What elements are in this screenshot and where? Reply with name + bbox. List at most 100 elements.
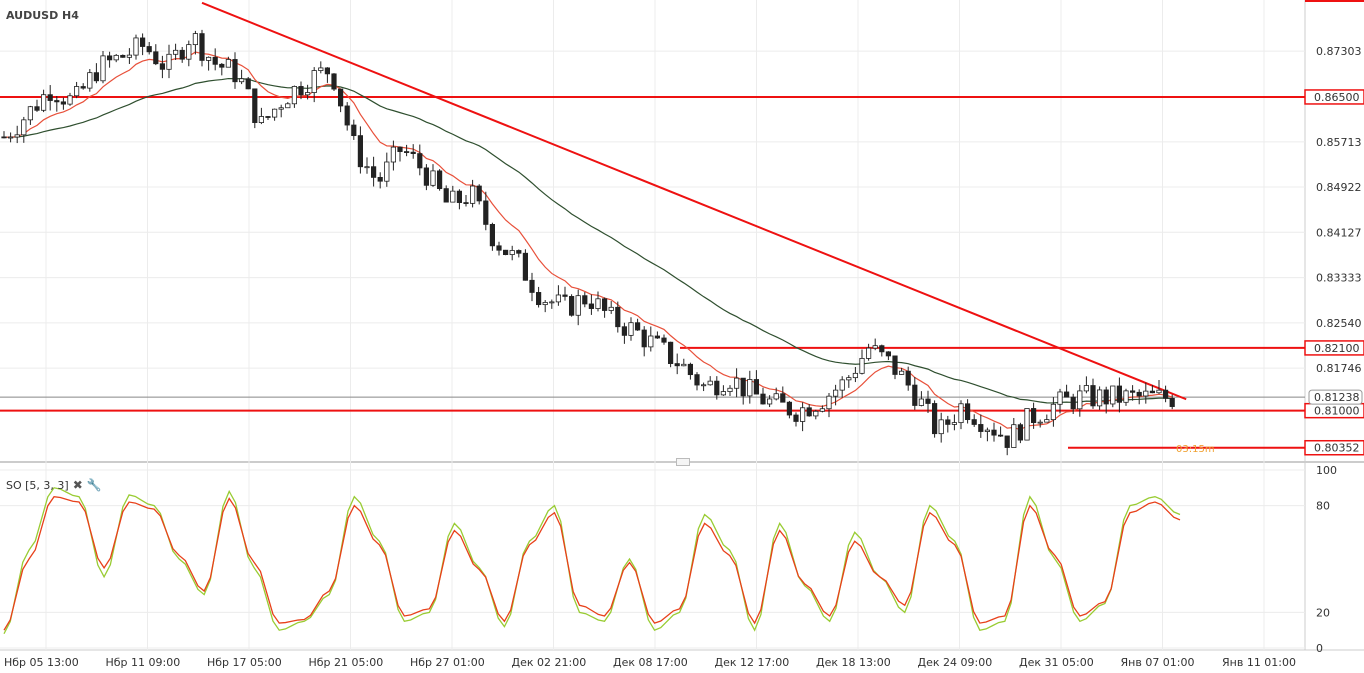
candle-body	[1070, 396, 1076, 410]
y-tick-label: 0.85713	[1316, 136, 1362, 149]
candle-body	[588, 303, 595, 309]
candle-body	[311, 70, 317, 93]
close-icon[interactable]: ✖	[72, 478, 83, 492]
candle-body	[271, 108, 278, 118]
candle-body	[436, 170, 443, 190]
osc-y-tick-label: 20	[1316, 606, 1330, 619]
candle-body	[1037, 421, 1043, 424]
candle-body	[516, 250, 522, 254]
candle-body	[344, 105, 350, 126]
candle-body	[139, 37, 146, 47]
candle-body	[199, 33, 205, 61]
candle-body	[463, 202, 469, 204]
candle-body	[1163, 389, 1169, 399]
y-tick-label: 0.82540	[1316, 317, 1362, 330]
candle-body	[1044, 419, 1050, 423]
candle-body	[1116, 385, 1122, 403]
candle-body	[872, 345, 878, 349]
candle-body	[133, 37, 139, 56]
candle-body	[522, 252, 529, 281]
candle-body	[753, 379, 760, 395]
candle-body	[430, 170, 436, 186]
candle-body	[575, 295, 581, 316]
current-price-box	[1308, 389, 1363, 405]
candle-body	[469, 185, 476, 204]
candle-body	[1103, 389, 1109, 405]
candle-body	[93, 72, 99, 82]
candle-body	[826, 395, 832, 410]
candle-body	[734, 377, 740, 389]
candle-body	[80, 86, 86, 89]
candle-body	[1097, 389, 1103, 407]
level-label: 0.82100	[1314, 342, 1360, 355]
candle-body	[701, 384, 707, 387]
candle-body	[687, 363, 694, 376]
candle-body	[780, 393, 786, 403]
candle-body	[60, 101, 67, 105]
candle-body	[1064, 391, 1070, 398]
candle-body	[628, 322, 634, 336]
x-tick-label: Дек 08 17:00	[613, 656, 688, 669]
candle-body	[1169, 397, 1175, 407]
candle-body	[1050, 403, 1056, 421]
candle-body	[971, 419, 977, 425]
candle-body	[965, 403, 971, 421]
candle-body	[179, 49, 185, 60]
candle-body	[1143, 390, 1149, 397]
candle-body	[1136, 391, 1142, 397]
osc-y-tick-label: 100	[1316, 464, 1337, 477]
candle-body	[21, 119, 27, 136]
candle-body	[879, 345, 885, 353]
candle-body	[245, 78, 251, 90]
candle-body	[443, 188, 449, 203]
y-tick-label: 0.81746	[1316, 362, 1362, 375]
candle-body	[265, 116, 271, 118]
candle-body	[800, 407, 806, 422]
candle-body	[219, 63, 225, 68]
candle-body	[1017, 424, 1024, 441]
candle-body	[595, 298, 601, 309]
candle-body	[958, 403, 964, 424]
candle-body	[1004, 435, 1010, 448]
pane-resize-handle[interactable]	[676, 458, 690, 466]
candle-body	[654, 335, 661, 339]
trendline	[201, 1, 1187, 401]
candle-body	[146, 46, 152, 53]
candle-body	[727, 387, 733, 392]
candle-body	[602, 298, 608, 311]
wrench-icon[interactable]: 🔧	[86, 478, 102, 492]
candle-body	[668, 341, 674, 364]
candle-body	[205, 56, 212, 61]
level-label: 0.86500	[1314, 91, 1360, 104]
candle-body	[364, 166, 370, 169]
candle-body	[833, 389, 839, 397]
symbol-title: AUDUSD H4	[6, 9, 79, 22]
candle-body	[925, 398, 931, 404]
candle-body	[232, 59, 238, 83]
osc-y-tick-label: 80	[1316, 500, 1330, 513]
moving-averages	[3, 51, 1173, 431]
candle-body	[285, 103, 291, 109]
candle-body	[615, 306, 621, 328]
candle-body	[509, 250, 515, 256]
candle-body	[681, 363, 687, 367]
current-price-label: 0.81238	[1314, 391, 1360, 404]
candle-body	[370, 166, 377, 178]
candle-body	[357, 135, 364, 168]
stoch-k-line	[3, 487, 1181, 635]
candle-body	[760, 393, 766, 405]
candle-body	[648, 335, 654, 348]
candle-body	[258, 116, 265, 123]
candle-body	[318, 67, 324, 71]
x-tick-label: Нбр 17 05:00	[207, 656, 282, 669]
y-tick-label: 0.84127	[1316, 226, 1362, 239]
candle-body	[456, 190, 463, 203]
candle-body	[852, 372, 859, 379]
x-tick-label: Нбр 27 01:00	[410, 656, 485, 669]
candle-body	[641, 329, 647, 348]
candle-body	[608, 306, 614, 311]
candle-body	[549, 301, 555, 304]
candle-body	[740, 377, 746, 397]
